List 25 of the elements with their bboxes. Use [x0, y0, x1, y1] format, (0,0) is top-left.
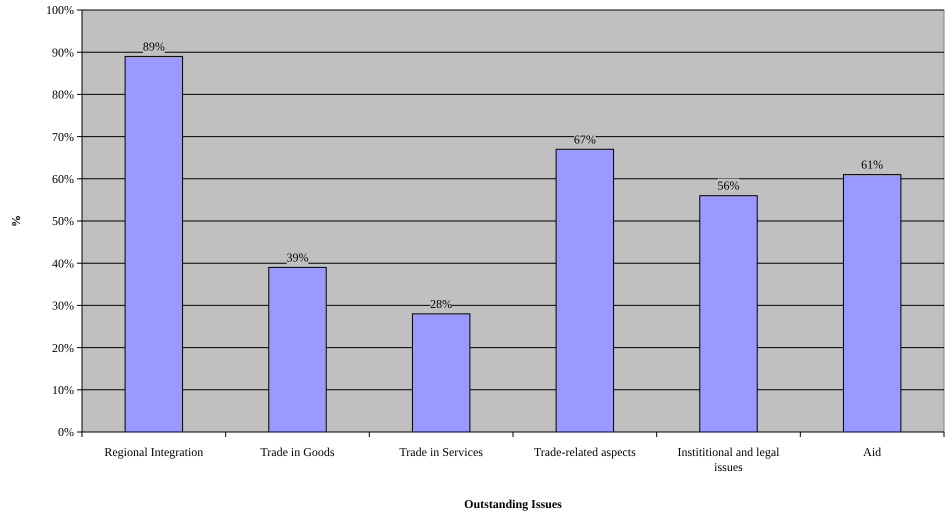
data-label: 39% [286, 250, 308, 264]
y-axis-title: % [9, 215, 23, 227]
x-tick-label: Aid [863, 445, 882, 459]
y-tick-label: 30% [52, 298, 74, 313]
y-tick-label: 90% [52, 45, 74, 60]
data-label: 56% [718, 178, 740, 193]
y-tick-label: 60% [52, 172, 74, 186]
data-label: 67% [574, 132, 596, 146]
y-tick-label: 10% [52, 383, 74, 397]
x-tick-label: Regional Integration [104, 445, 204, 459]
x-tick-label: Trade-related aspects [534, 445, 636, 459]
y-tick-label: 80% [52, 88, 74, 102]
x-tick-label: Trade in Goods [260, 445, 335, 459]
y-tick-label: 40% [52, 256, 74, 270]
y-tick-label: 0% [58, 425, 74, 440]
y-tick-label: 20% [52, 340, 74, 355]
data-label: 61% [861, 158, 884, 172]
x-tick-label: Instititional and legal issues [678, 445, 780, 474]
y-tick-label: 70% [52, 130, 74, 144]
y-tick-label: 50% [52, 214, 74, 228]
x-axis-title: Outstanding Issues [464, 497, 562, 511]
x-tick-label: Trade in Services [399, 445, 484, 459]
y-tick-label: 100% [46, 3, 74, 18]
data-label: 28% [430, 296, 452, 311]
data-label: 89% [142, 39, 165, 54]
